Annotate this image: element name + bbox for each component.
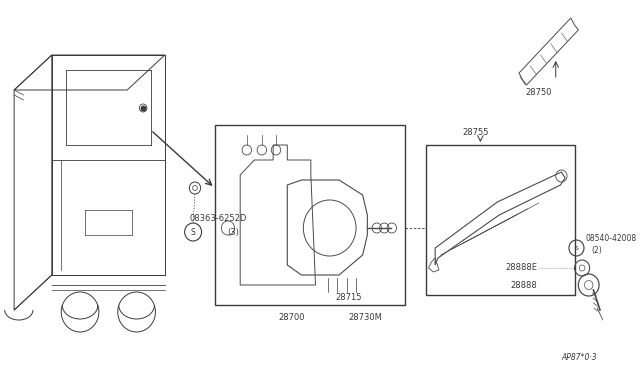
- Text: (3): (3): [228, 228, 239, 237]
- Text: 28755: 28755: [463, 128, 489, 137]
- Bar: [426, 145, 575, 295]
- Text: 28730M: 28730M: [349, 314, 383, 323]
- Text: 28888: 28888: [510, 280, 537, 289]
- Text: S: S: [575, 246, 579, 250]
- Text: 28888E: 28888E: [505, 263, 537, 273]
- Text: (2): (2): [591, 246, 602, 254]
- Text: 28750: 28750: [525, 87, 552, 96]
- Text: 08363-6252D: 08363-6252D: [190, 214, 247, 222]
- Text: 28715: 28715: [335, 294, 362, 302]
- Text: S: S: [191, 228, 195, 237]
- Text: 28700: 28700: [279, 314, 305, 323]
- Text: 08540-42008: 08540-42008: [586, 234, 637, 243]
- Text: AP87*0·3: AP87*0·3: [561, 353, 597, 362]
- Bar: [215, 125, 405, 305]
